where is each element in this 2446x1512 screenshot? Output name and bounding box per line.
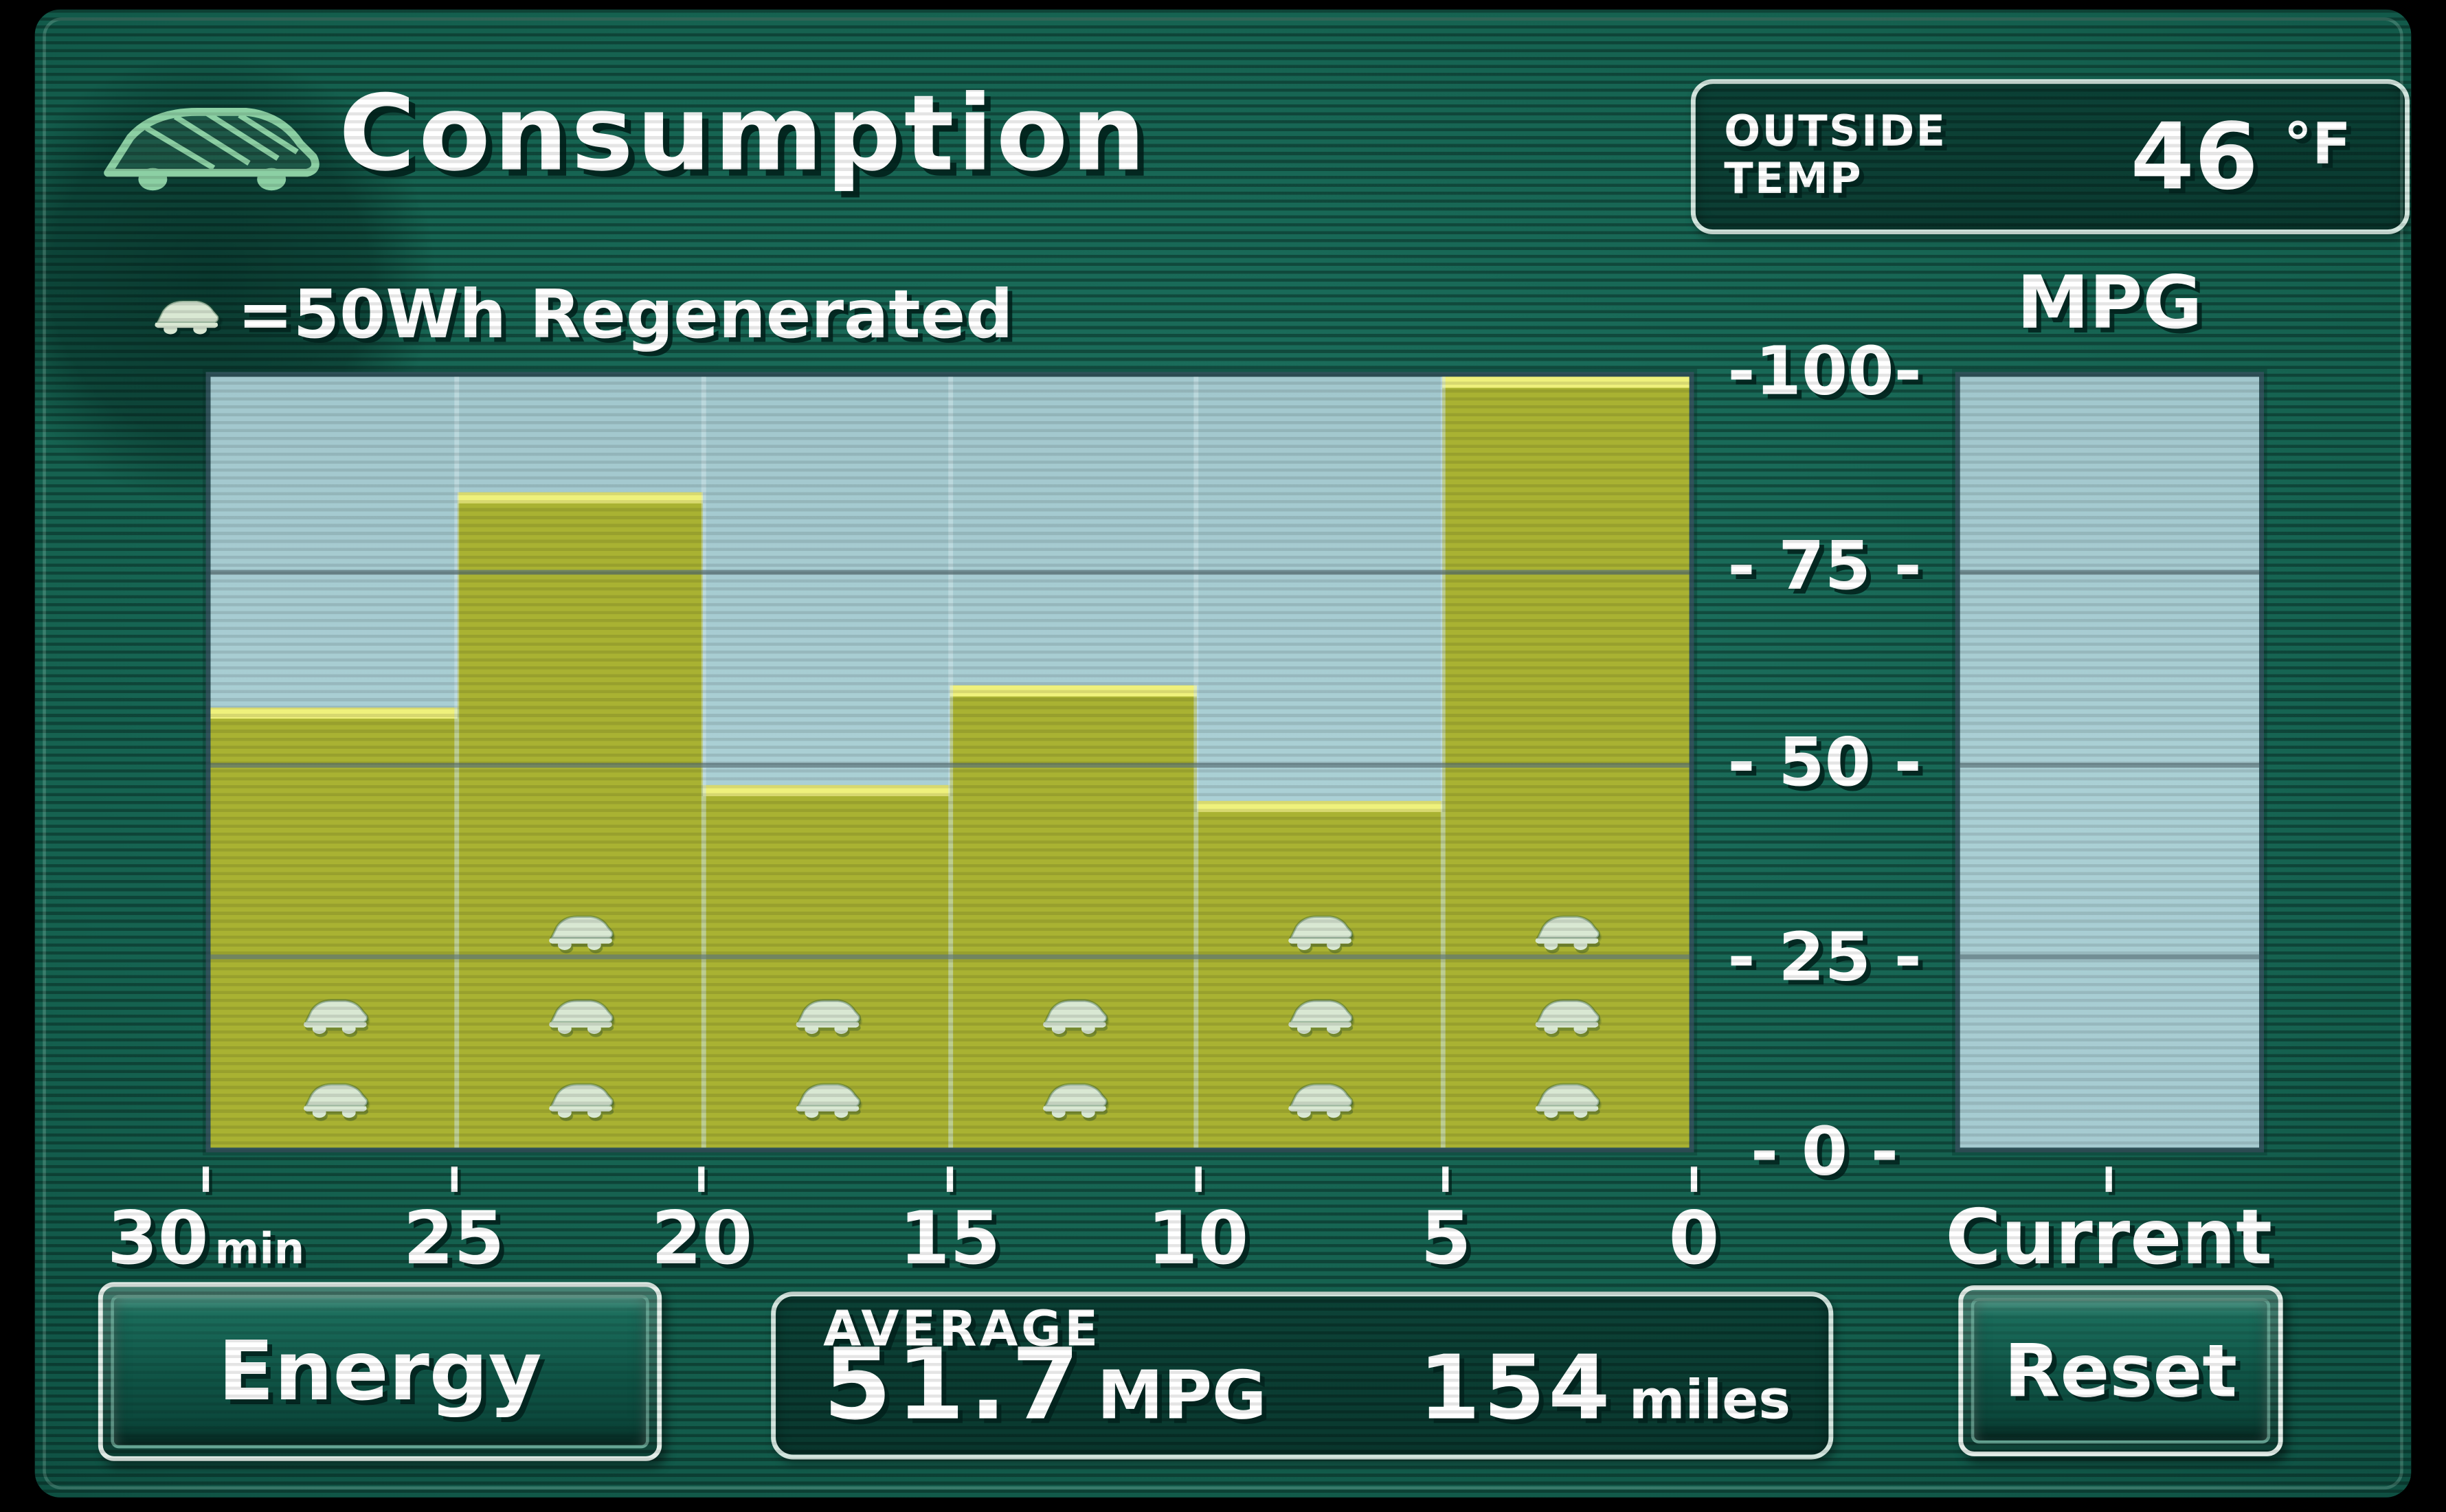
consumption-bar-column <box>950 376 1197 1148</box>
regen-car-icon <box>1283 1078 1356 1119</box>
consumption-bar <box>210 708 458 1148</box>
x-axis-label-number: 0 <box>1668 1195 1720 1281</box>
regen-legend: =50Wh Regenerated <box>149 275 1013 353</box>
x-axis-label-number: 25 <box>403 1195 505 1281</box>
outside-temp-label: OUTSIDE TEMP <box>1724 107 1947 205</box>
hybrid-car-logo-icon <box>92 98 333 203</box>
energy-button[interactable]: Energy <box>98 1282 662 1461</box>
regen-legend-label: =50Wh Regenerated <box>237 275 1013 353</box>
energy-button-face: Energy <box>111 1294 649 1449</box>
regen-car-icon <box>298 994 370 1035</box>
consumption-bar-column <box>1196 376 1443 1148</box>
x-axis: 30 min 25 20 15 10 5 0 <box>107 1152 1719 1294</box>
x-axis-tick <box>1442 1166 1450 1193</box>
consumption-bar-column <box>703 376 950 1148</box>
gauge-gridline-h <box>1960 569 2260 574</box>
regen-car-icon <box>543 994 616 1035</box>
mpg-axis-label: MPG <box>2017 259 2203 346</box>
mfd-screen: Consumption =50Wh Regenerated OUTSIDE TE… <box>34 9 2412 1498</box>
gauge-tick <box>2105 1166 2112 1193</box>
x-axis-label-number: 10 <box>1147 1195 1249 1281</box>
consumption-bar-column <box>1442 376 1690 1148</box>
gauge-gridline-h <box>1960 955 2260 960</box>
outside-temp-reading: 46 °F <box>2131 111 2351 203</box>
bar-cap <box>210 708 458 720</box>
regen-car-icon <box>1529 910 1602 951</box>
x-axis-label: 5 <box>1421 1195 1472 1280</box>
outside-temp-label-top: OUTSIDE <box>1724 107 1947 157</box>
reset-button[interactable]: Reset <box>1958 1285 2283 1456</box>
bars-layer <box>210 376 1690 1148</box>
regen-car-icon <box>298 1078 370 1119</box>
x-axis-tick <box>1194 1166 1202 1193</box>
bar-cap <box>457 492 704 504</box>
regen-car-icon <box>1529 994 1602 1035</box>
regen-car-icon <box>790 1078 863 1119</box>
outside-temp-panel: OUTSIDE TEMP 46 °F <box>1690 79 2410 235</box>
y-axis-label: - 75 - <box>1727 527 1922 605</box>
average-label: AVERAGE <box>823 1301 1101 1359</box>
x-axis-label-number: 30 <box>106 1195 209 1281</box>
bar-cap <box>1442 376 1690 388</box>
x-axis-label-number: 15 <box>899 1195 1001 1281</box>
bar-cap <box>1196 800 1443 812</box>
consumption-bar-column <box>210 376 458 1148</box>
y-axis-label: - 50 - <box>1727 722 1922 800</box>
bar-cap <box>950 685 1197 697</box>
regen-car-icon <box>790 994 863 1035</box>
x-axis-label: 30 min <box>107 1195 304 1280</box>
gauge-gridlines <box>1960 376 2260 1147</box>
x-axis-label-unit: min <box>214 1225 305 1274</box>
x-axis-label: 25 <box>403 1195 505 1280</box>
regen-car-icon <box>1283 910 1356 951</box>
bar-cap <box>703 785 950 797</box>
outside-temp-value: 46 <box>2130 102 2258 211</box>
outside-temp-unit: °F <box>2283 112 2351 178</box>
average-mpg-unit: MPG <box>1097 1356 1267 1434</box>
regen-car-icon <box>543 910 616 951</box>
x-axis-tick <box>450 1166 458 1193</box>
reset-button-label: Reset <box>2004 1328 2238 1414</box>
x-axis-tick <box>698 1166 706 1193</box>
x-axis-label: 0 <box>1669 1195 1720 1280</box>
x-axis-tick <box>946 1166 954 1193</box>
current-mpg-gauge <box>1955 372 2265 1153</box>
gauge-gridline-h <box>1960 762 2260 767</box>
consumption-chart <box>205 372 1694 1153</box>
y-axis-label: - 0 - <box>1751 1112 1899 1191</box>
average-panel: AVERAGE 51.7 MPG 154 miles <box>771 1291 1834 1460</box>
average-readings: 51.7 MPG 154 miles <box>823 1327 1791 1442</box>
consumption-bar-column <box>457 376 704 1148</box>
x-axis-label-number: 5 <box>1420 1195 1472 1281</box>
x-axis-label: 15 <box>899 1195 1001 1280</box>
y-axis-label: -100- <box>1727 332 1922 410</box>
screen-title: Consumption <box>339 72 1149 195</box>
consumption-bar <box>457 492 704 1148</box>
y-axis: - 0 - - 25 - - 50 - - 75 - -100- <box>1694 332 1955 1191</box>
x-axis-label: 20 <box>651 1195 753 1280</box>
regen-car-icon <box>543 1078 616 1119</box>
x-axis-tick <box>1690 1166 1698 1193</box>
regen-car-icon <box>1283 994 1356 1035</box>
x-axis-tick <box>202 1166 210 1193</box>
trip-distance-value: 154 <box>1418 1338 1613 1441</box>
outside-temp-label-bottom: TEMP <box>1724 155 1863 205</box>
regen-car-icon <box>1037 1078 1110 1119</box>
current-gauge-label: Current <box>1945 1193 2272 1283</box>
regen-car-icon <box>1037 994 1110 1035</box>
reset-button-face: Reset <box>1971 1298 2271 1444</box>
regen-legend-car-icon <box>149 293 222 335</box>
energy-button-label: Energy <box>218 1324 542 1419</box>
x-axis-label-number: 20 <box>651 1195 753 1281</box>
regen-car-icon <box>1529 1078 1602 1119</box>
y-axis-label: - 25 - <box>1727 917 1922 995</box>
trip-distance-unit: miles <box>1628 1369 1791 1433</box>
x-axis-label: 10 <box>1147 1195 1249 1280</box>
average-mpg-value: 51.7 <box>823 1326 1085 1443</box>
